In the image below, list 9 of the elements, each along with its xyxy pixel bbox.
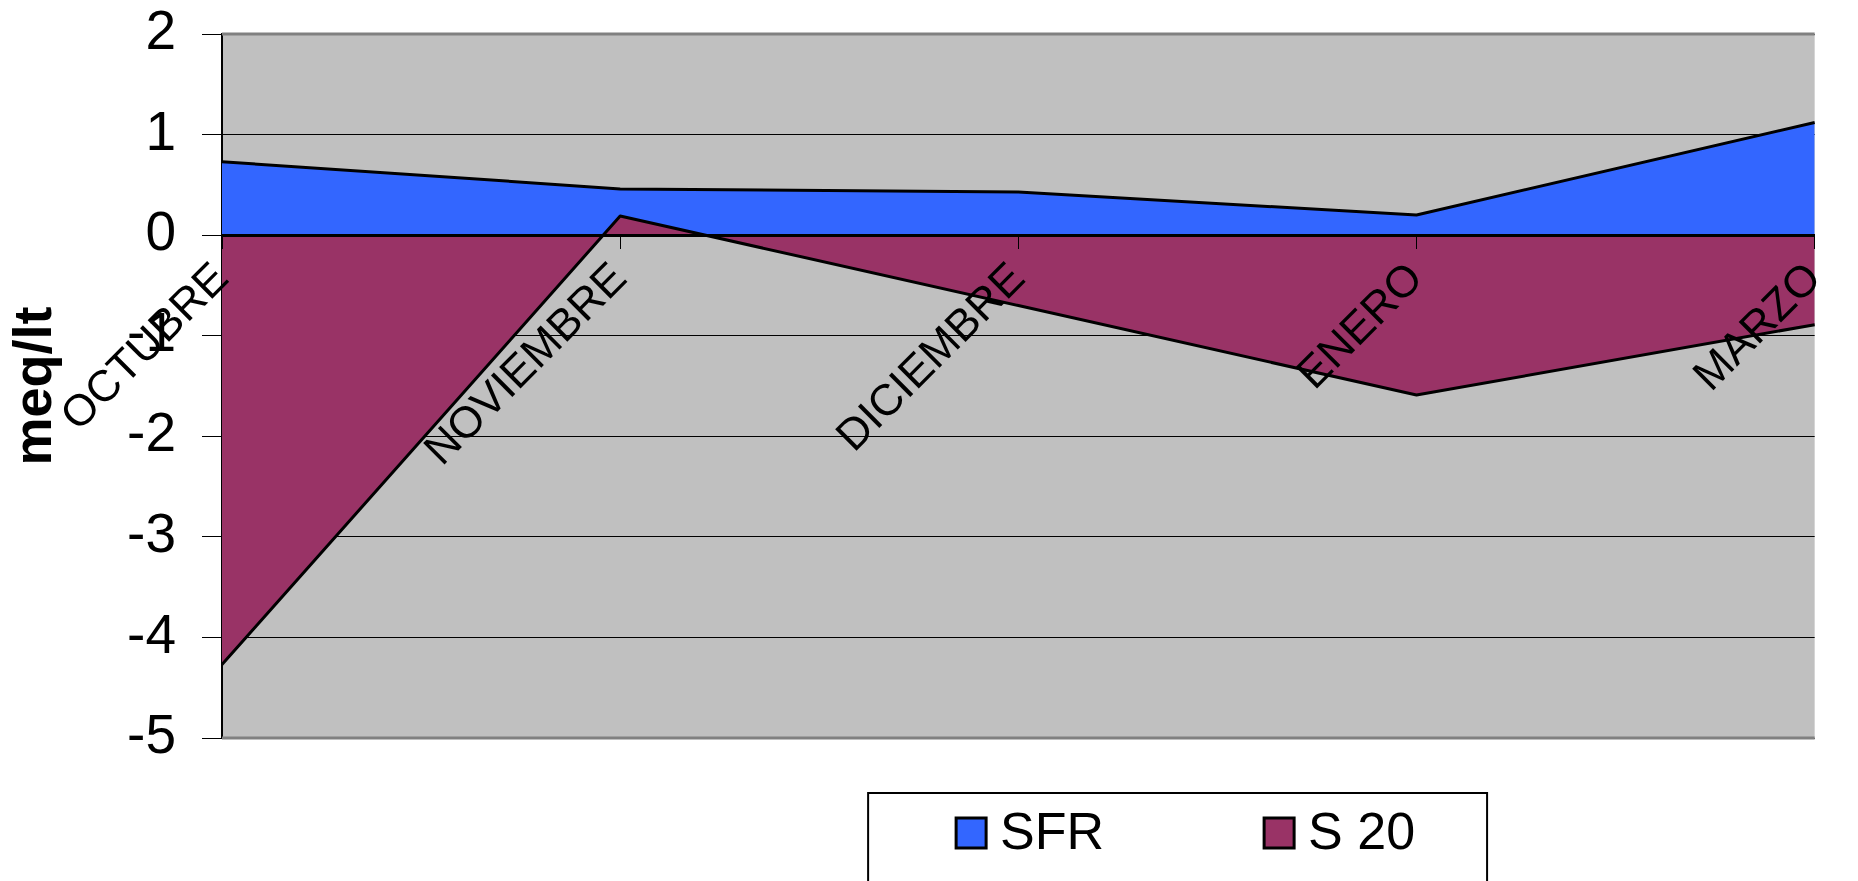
legend-label: S 20: [1308, 802, 1416, 861]
y-tick-label: -5: [127, 703, 176, 766]
y-tick-label: 1: [145, 99, 176, 162]
y-tick-label: -3: [127, 502, 176, 565]
y-axis-title: meq/lt: [2, 306, 63, 466]
y-tick-label: -4: [127, 602, 176, 665]
y-tick-label: 0: [145, 200, 176, 263]
y-tick-label: 2: [145, 0, 176, 62]
legend-label: SFR: [1000, 802, 1105, 861]
